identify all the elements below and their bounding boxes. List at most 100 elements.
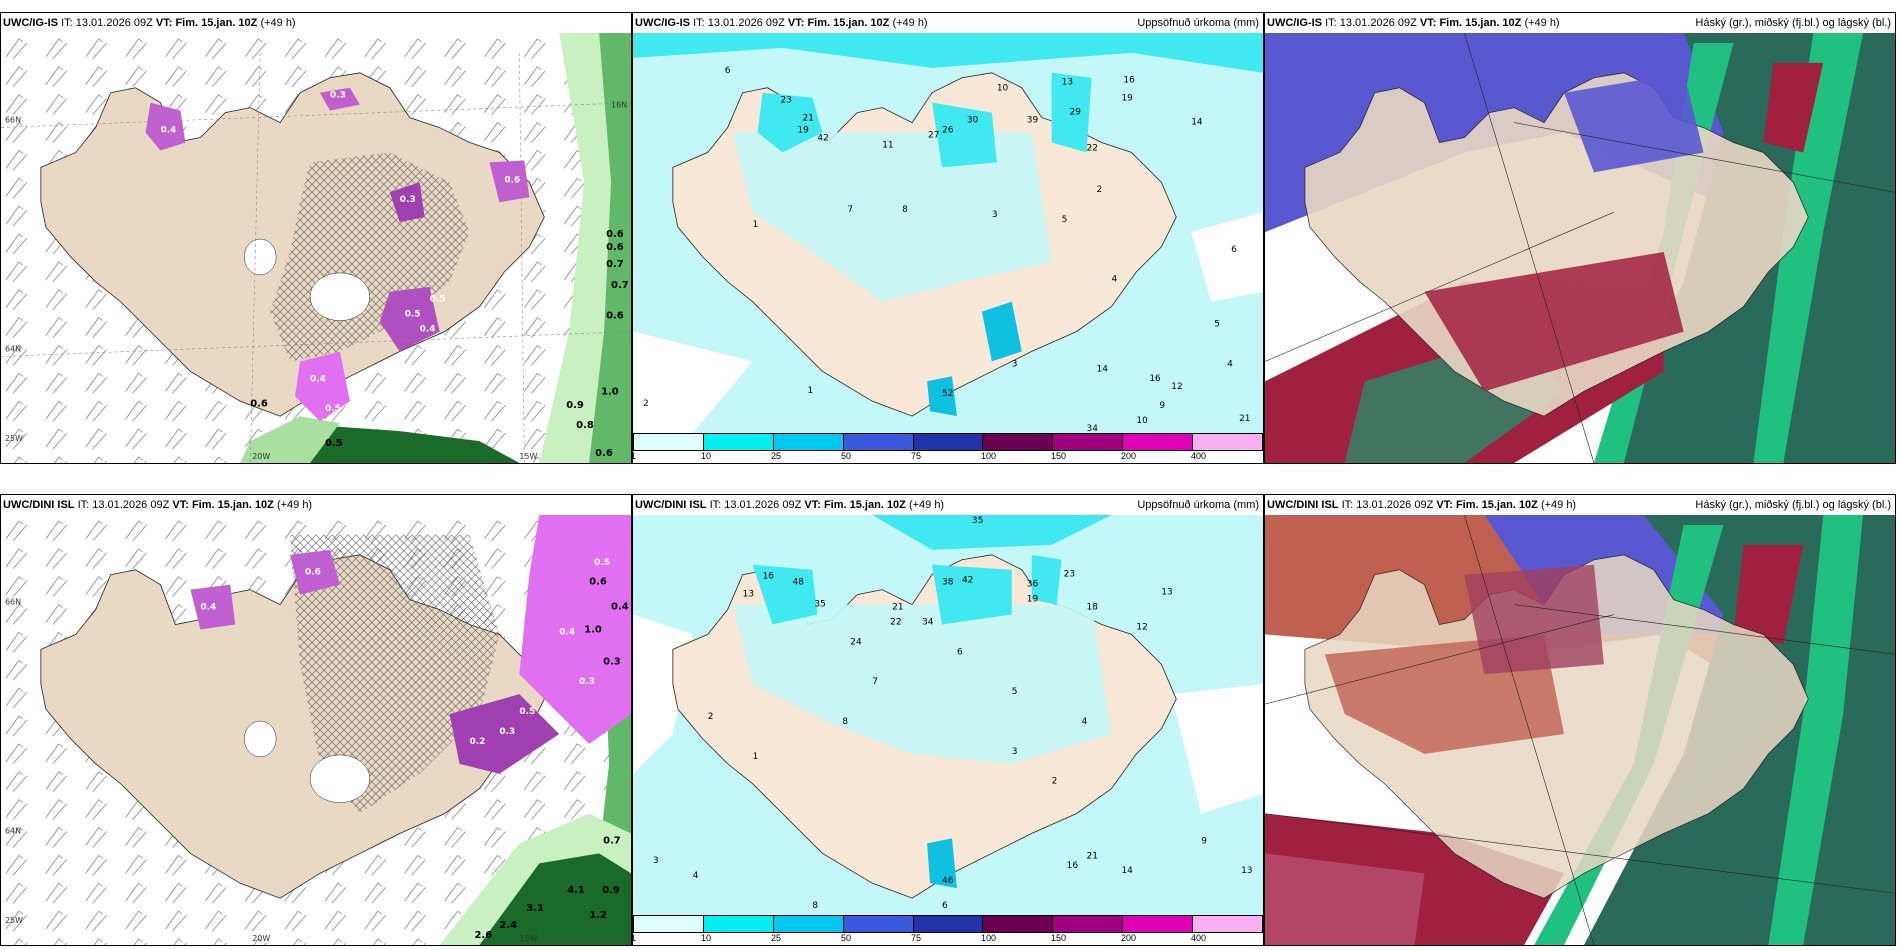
panel-title: Uppsöfnuð úrkoma (mm) (1137, 499, 1259, 511)
colorbar-swatch (913, 434, 984, 450)
svg-text:0.4: 0.4 (200, 603, 216, 613)
precip-value: 0.5 (405, 310, 421, 320)
svg-text:1.0: 1.0 (584, 624, 602, 635)
precip-purple (145, 102, 186, 151)
svg-text:4.1: 4.1 (567, 885, 585, 896)
svg-text:8: 8 (902, 205, 908, 215)
vt-label: VT: (787, 17, 805, 29)
lead-time: (+49 h) (908, 499, 945, 511)
map-panel-dini-wind: UWC/DINI ISL IT: 13.01.2026 09Z VT: Fim.… (0, 494, 632, 946)
svg-text:16: 16 (1067, 861, 1079, 871)
colorbar-swatch (843, 916, 914, 932)
lead-time: (+49 h) (276, 499, 313, 511)
it-label: IT: (709, 499, 722, 511)
svg-text:21: 21 (892, 603, 903, 613)
colorbar-swatch (1193, 916, 1263, 932)
svg-text:15W: 15W (519, 934, 537, 943)
value-label: 0.6 (606, 242, 624, 253)
svg-text:0.5: 0.5 (519, 707, 535, 717)
map-panel-ig-is-wind: UWC/IG-IS IT: 13.01.2026 09Z VT: Fim. 15… (0, 12, 632, 464)
svg-text:6: 6 (957, 647, 963, 657)
svg-text:8: 8 (812, 901, 818, 911)
svg-text:8: 8 (842, 717, 848, 727)
svg-text:18: 18 (1087, 603, 1099, 613)
svg-text:13: 13 (1062, 78, 1073, 88)
map-svg (1265, 33, 1895, 463)
svg-text:16: 16 (1123, 76, 1135, 86)
vt-value: Fim. 15.jan. 10Z (1439, 17, 1522, 29)
svg-text:14: 14 (1097, 364, 1109, 374)
map-panel-ig-is-clouds: UWC/IG-IS IT: 13.01.2026 09Z VT: Fim. 15… (1264, 12, 1896, 464)
panel-title: Háský (gr.), miðský (fj.bl.) og lágský (… (1695, 17, 1891, 29)
colorbar-swatch (703, 434, 774, 450)
svg-text:25W: 25W (5, 916, 23, 925)
map-panel-dini-precip: UWC/DINI ISL IT: 13.01.2026 09Z VT: Fim.… (632, 494, 1264, 946)
panel-header: UWC/IG-IS IT: 13.01.2026 09Z VT: Fim. 15… (633, 13, 1263, 33)
svg-text:21: 21 (1239, 414, 1250, 424)
svg-text:2.4: 2.4 (499, 920, 517, 931)
map-area[interactable] (1265, 515, 1895, 945)
vt-label: VT: (155, 17, 173, 29)
vt-label: VT: (1436, 499, 1453, 511)
svg-text:0.7: 0.7 (603, 835, 621, 846)
map-area[interactable]: 35 13 16 48 35 21 22 34 38 42 36 19 23 1… (633, 515, 1263, 915)
svg-text:0.3: 0.3 (499, 727, 515, 737)
svg-text:42: 42 (817, 133, 828, 143)
svg-text:7: 7 (872, 677, 878, 687)
svg-text:21: 21 (1087, 851, 1098, 861)
colorbar-swatch (983, 916, 1054, 932)
svg-text:1.2: 1.2 (589, 910, 607, 921)
panel-header: UWC/DINI ISL IT: 13.01.2026 09Z VT: Fim.… (1265, 495, 1895, 515)
precip-area-dark (290, 426, 520, 463)
map-panel-dini-clouds: UWC/DINI ISL IT: 13.01.2026 09Z VT: Fim.… (1264, 494, 1896, 946)
it-value: 13.01.2026 09Z (92, 499, 170, 511)
svg-text:3.1: 3.1 (526, 903, 544, 914)
svg-text:16: 16 (1149, 374, 1161, 384)
precip-value: 0.5 (325, 404, 341, 414)
vt-label: VT: (172, 499, 189, 511)
lead-time: (+49 h) (1524, 17, 1560, 29)
colorbar-tick: 150 (1051, 451, 1067, 461)
svg-text:27: 27 (928, 130, 939, 140)
svg-text:3: 3 (1012, 359, 1018, 369)
svg-text:2: 2 (643, 399, 649, 409)
model-name: UWC/IG-IS (3, 17, 58, 29)
svg-text:19: 19 (1121, 94, 1133, 104)
map-area[interactable]: 6 10 13 29 19 16 14 23 21 19 42 26 27 30… (633, 33, 1263, 433)
value-label: 0.6 (250, 398, 268, 409)
it-label: IT: (1341, 499, 1354, 511)
model-name: UWC/DINI ISL (3, 499, 75, 511)
map-area[interactable]: 0.6 0.6 0.7 0.7 0.6 1.0 0.9 0.8 0.6 0.6 … (1, 33, 631, 463)
vt-value: Fim. 15.jan. 10Z (191, 499, 274, 511)
svg-text:1: 1 (753, 752, 759, 762)
lead-time: (+49 h) (260, 17, 296, 29)
lead-time: (+49 h) (1540, 499, 1577, 511)
svg-text:0.5: 0.5 (594, 558, 610, 568)
colorbar-swatch (1123, 916, 1194, 932)
model-name: UWC/DINI ISL (1267, 499, 1339, 511)
svg-text:4: 4 (693, 871, 699, 881)
colorbar-tick: 1 (633, 933, 636, 943)
colorbar-tick: 75 (910, 933, 921, 943)
svg-text:22: 22 (890, 617, 901, 627)
svg-text:3: 3 (992, 210, 998, 220)
svg-text:0.3: 0.3 (579, 677, 595, 687)
svg-text:39: 39 (1027, 116, 1039, 126)
colorbar-swatch (913, 916, 984, 932)
svg-text:24: 24 (850, 637, 862, 647)
map-area[interactable]: 0.5 0.4 0.3 0.2 0.3 0.4 0.6 0.5 0.6 0.4 … (1, 515, 631, 945)
it-label: IT: (61, 17, 73, 29)
colorbar-tick: 25 (770, 451, 781, 461)
colorbar-swatch (1193, 434, 1263, 450)
svg-text:4: 4 (1227, 359, 1233, 369)
colorbar: 1 10 25 50 75 100 150 200 400 (633, 433, 1263, 463)
svg-text:6: 6 (725, 66, 731, 76)
colorbar-tick: 50 (841, 451, 852, 461)
value-label: 0.6 (606, 229, 624, 240)
colorbar-tick: 75 (910, 451, 921, 461)
precip-area-mid (589, 33, 631, 463)
colorbar-swatch (703, 916, 774, 932)
precip-value: 0.4 (420, 325, 436, 335)
map-area[interactable] (1265, 33, 1895, 463)
svg-text:13: 13 (1161, 588, 1172, 598)
